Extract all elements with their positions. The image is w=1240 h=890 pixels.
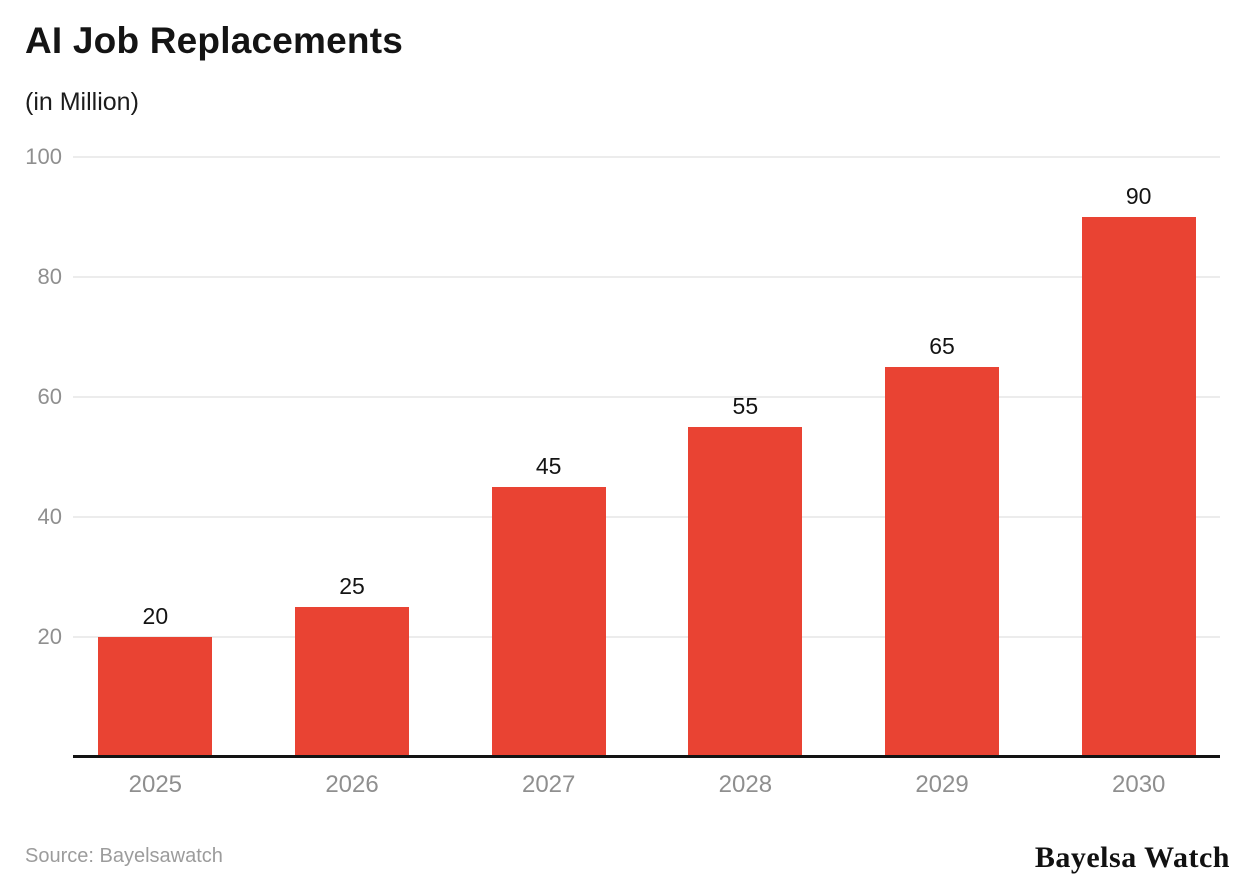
bar-value-label: 45 [535,453,562,479]
y-axis-tick-label: 100 [25,144,62,169]
y-axis-tick-label: 20 [37,624,62,649]
bar [295,607,409,757]
x-axis-tick-label: 2030 [1112,771,1166,798]
bar-slot: 65 [844,0,1041,757]
bar [491,487,606,757]
bar-value-label: 55 [732,393,759,419]
gridline [73,156,1220,158]
y-axis-tick-label: 80 [37,264,62,289]
bar-value-label: 25 [339,573,365,599]
bar-value-label: 90 [1125,183,1152,209]
bar [688,427,803,757]
bar-slot: 25 [254,0,451,757]
bar [98,637,213,757]
gridline [73,276,1220,278]
source-text: Source: Bayelsawatch [25,845,223,867]
bar-slot: 55 [647,0,844,757]
bar-slot: 20 [57,0,254,757]
gridline [73,396,1220,398]
x-axis-tick-label: 2029 [915,771,969,798]
y-axis-tick-label: 60 [37,384,62,409]
x-axis-tick-label: 2026 [325,771,379,798]
x-axis-tick-label: 2028 [718,771,773,798]
x-axis-line [73,755,1220,758]
bars-layer: 20 25 45 55 65 90 [57,0,1237,757]
bar-value-label: 20 [142,603,169,629]
chart-title: AI Job Replacements [25,20,404,61]
x-axis-tick-label: 2025 [128,771,183,798]
x-axis-labels: 2025 2026 2027 2028 2029 2030 [57,771,1237,799]
x-axis-tick-label: 2027 [521,771,576,798]
bar-value-label: 65 [929,333,955,359]
y-axis-tick-label: 40 [37,504,62,529]
bar-slot: 45 [450,0,647,757]
gridline [73,516,1220,518]
bar [1081,217,1196,757]
bar [885,367,1000,757]
bar-slot: 90 [1040,0,1237,757]
chart-subtitle: (in Million) [25,88,139,116]
brand-logo: Bayelsa Watch [1034,841,1230,874]
gridline [73,636,1220,638]
